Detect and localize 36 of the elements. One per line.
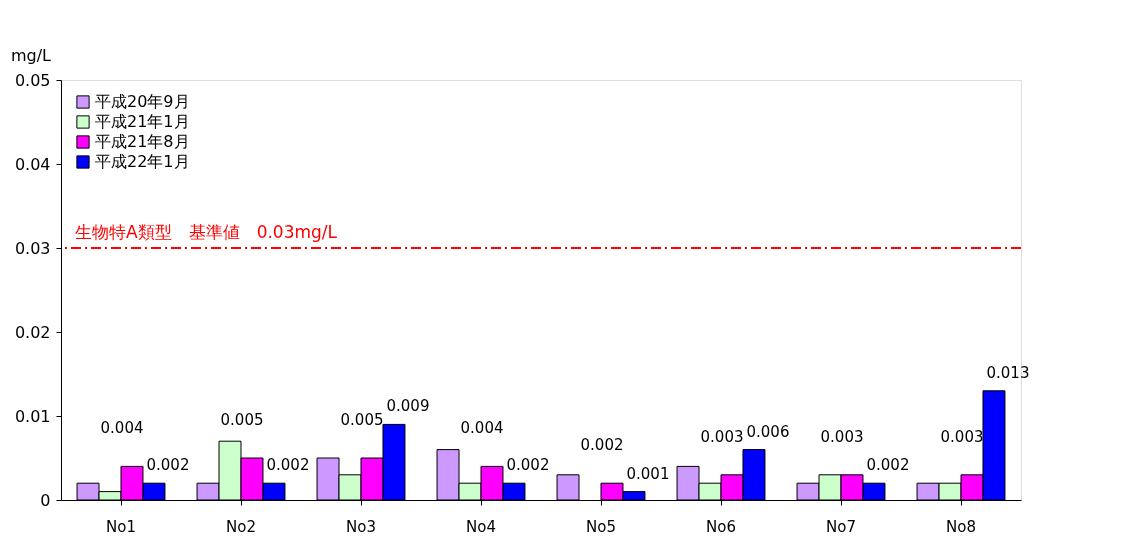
data-label: 0.005 [340, 411, 384, 429]
y-tick-label: 0 [40, 490, 51, 510]
x-tick-label: No5 [586, 517, 616, 536]
data-label: 0.003 [700, 427, 744, 446]
y-tick-label: 0.02 [14, 322, 51, 342]
x-tick-label: No7 [826, 517, 856, 536]
data-label: 0.001 [626, 464, 670, 483]
data-label: 0.003 [820, 427, 864, 446]
data-label: 0.002 [866, 456, 910, 475]
x-tick-label: No1 [106, 517, 136, 536]
y-axis-title: mg/L [10, 46, 52, 65]
x-tick-label: No6 [706, 517, 736, 536]
data-label: 0.002 [146, 456, 190, 475]
data-label: 0.004 [460, 419, 504, 438]
legend-label: 平成21年8月 [95, 132, 190, 151]
data-label: 0.002 [506, 456, 550, 475]
data-label: 0.005 [220, 411, 264, 429]
legend-label: 平成21年1月 [95, 112, 190, 131]
y-tick-label: 0.05 [14, 70, 51, 90]
y-tick-label: 0.01 [14, 406, 51, 426]
x-tick-label: No2 [226, 517, 256, 536]
x-tick-label: No4 [466, 517, 496, 536]
x-tick-label: No3 [346, 517, 376, 536]
data-label: 0.006 [746, 422, 790, 441]
ref-line-label: 生物特A類型 基準値 0.03mg/L [75, 222, 338, 242]
legend-label: 平成20年9月 [95, 92, 190, 111]
data-label: 0.009 [386, 397, 430, 416]
data-label: 0.004 [100, 419, 144, 438]
data-label: 0.002 [580, 436, 624, 455]
x-tick-label: No8 [946, 517, 976, 536]
legend-label: 平成22年1月 [95, 152, 190, 171]
data-label: 0.003 [940, 427, 984, 446]
data-label: 0.013 [986, 363, 1030, 382]
data-label: 0.002 [266, 456, 310, 475]
y-tick-label: 0.04 [14, 154, 51, 174]
y-tick-label: 0.03 [14, 238, 51, 258]
